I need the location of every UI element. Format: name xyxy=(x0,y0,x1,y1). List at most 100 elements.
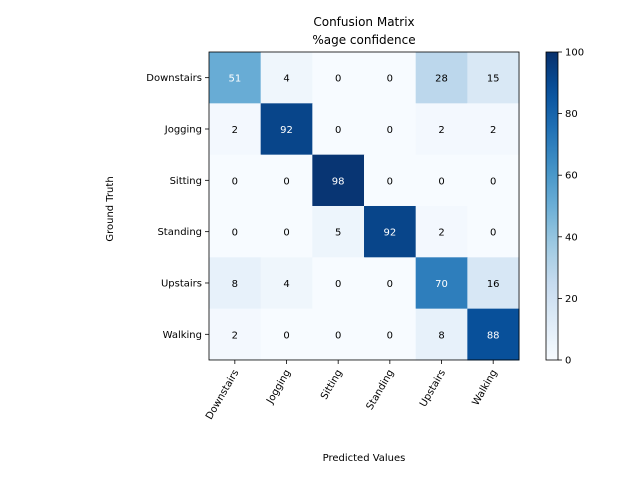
cell-value-label: 0 xyxy=(387,176,393,187)
heatmap-cell xyxy=(415,52,468,104)
cell-value-label: 0 xyxy=(490,228,496,239)
heatmap-cell xyxy=(415,205,468,258)
heatmap-cell xyxy=(312,154,365,207)
cell-value-label: 4 xyxy=(283,279,289,290)
heatmap-cell xyxy=(209,154,262,207)
heatmap-cell xyxy=(467,308,520,361)
cell-value-label: 0 xyxy=(387,330,393,341)
plot-frame xyxy=(208,51,520,361)
heatmap-cell xyxy=(364,154,417,207)
heatmap-cell xyxy=(209,257,262,310)
heatmap-cell xyxy=(209,52,262,104)
cell-value-label: 92 xyxy=(383,228,396,239)
cell-value-label: 70 xyxy=(435,279,448,290)
x-tick-label: Standing xyxy=(365,368,397,412)
heatmap-cell xyxy=(467,257,520,310)
cell-value-label: 0 xyxy=(335,330,341,341)
heatmap-cell xyxy=(364,103,417,156)
y-tick-label: Walking xyxy=(163,330,202,341)
x-tick-label: Jogging xyxy=(264,368,293,407)
heatmap-cell xyxy=(364,308,417,361)
heatmap-cell xyxy=(364,52,417,104)
heatmap-cell xyxy=(312,257,365,310)
cell-value-label: 0 xyxy=(438,176,444,187)
cell-value-label: 0 xyxy=(283,228,289,239)
y-tick-label: Standing xyxy=(157,227,202,238)
cell-value-label: 0 xyxy=(335,74,341,85)
heatmap-cell xyxy=(415,103,468,156)
heatmap-cell xyxy=(260,257,313,310)
cell-value-label: 88 xyxy=(487,330,500,341)
cell-value-label: 0 xyxy=(335,125,341,136)
cell-value-label: 0 xyxy=(387,279,393,290)
cell-value-label: 5 xyxy=(335,228,341,239)
y-tick-label: Sitting xyxy=(170,176,202,187)
cell-value-label: 92 xyxy=(280,125,293,136)
colorbar-ticks: 0 20 40 60 80 100 xyxy=(558,48,584,367)
y-tick-label: Upstairs xyxy=(161,278,202,289)
heatmap-cell xyxy=(209,205,262,258)
heatmap-cell xyxy=(260,52,313,104)
colorbar-tick-label: 100 xyxy=(565,48,584,59)
cell-value-label: 0 xyxy=(387,125,393,136)
cell-value-label: 0 xyxy=(283,176,289,187)
heatmap-cell xyxy=(364,257,417,310)
x-tick-label: Downstairs xyxy=(204,368,241,422)
colorbar xyxy=(545,51,559,361)
colorbar-tick-label: 40 xyxy=(565,232,578,243)
cell-value-label: 15 xyxy=(487,74,500,85)
cell-value-label: 0 xyxy=(387,74,393,85)
cell-value-label: 8 xyxy=(232,279,238,290)
x-tick-label: Sitting xyxy=(319,368,345,402)
cell-value-label: 2 xyxy=(438,125,444,136)
cell-value-label: 0 xyxy=(335,279,341,290)
heatmap-cell xyxy=(260,308,313,361)
heatmap-cell xyxy=(415,154,468,207)
heatmap-cell xyxy=(467,154,520,207)
heatmap-cell xyxy=(260,103,313,156)
x-axis-label: Predicted Values xyxy=(323,453,406,464)
heatmap-cell xyxy=(467,205,520,258)
heatmap-cell xyxy=(415,308,468,361)
cell-value-label: 2 xyxy=(232,125,238,136)
heatmap-cell xyxy=(312,205,365,258)
heatmap-cell xyxy=(364,205,417,258)
cell-value-label: 28 xyxy=(435,74,448,85)
cell-value-label: 4 xyxy=(283,74,289,85)
cell-value-label: 51 xyxy=(228,74,241,85)
cell-value-label: 2 xyxy=(232,330,238,341)
cell-value-label: 2 xyxy=(438,228,444,239)
cell-value-label: 0 xyxy=(283,330,289,341)
heatmap-cell xyxy=(312,52,365,104)
chart-subtitle: %age confidence xyxy=(312,33,415,47)
cell-value-label: 2 xyxy=(490,125,496,136)
y-tick-label: Downstairs xyxy=(146,73,202,84)
colorbar-tick-label: 60 xyxy=(565,171,578,182)
heatmap-cell xyxy=(415,257,468,310)
heatmap-cell xyxy=(467,52,520,104)
cell-value-label: 0 xyxy=(232,228,238,239)
chart-title: Confusion Matrix xyxy=(313,15,414,29)
cell-value-label: 0 xyxy=(490,176,496,187)
y-tick-label: Jogging xyxy=(164,124,202,135)
x-tick-label: Walking xyxy=(471,368,500,408)
y-axis-ticks: Downstairs Jogging Sitting Standing Upstairs… xyxy=(146,73,209,341)
heatmap-cell xyxy=(312,103,365,156)
heatmap-cell xyxy=(260,205,313,258)
cell-value-label: 0 xyxy=(232,176,238,187)
heatmap-cell xyxy=(260,154,313,207)
heatmap-cell xyxy=(312,308,365,361)
y-axis-label: Ground Truth xyxy=(105,176,116,241)
heatmap-cells: 51 4 0 0 28 15 2 92 0 0 2 2 0 0 98 0 0 0 0 0 5 92 2 0 8 4 0 0 70 16 2 0… xyxy=(209,52,520,361)
heatmap-cell xyxy=(467,103,520,156)
cell-value-label: 8 xyxy=(438,330,444,341)
colorbar-tick-label: 0 xyxy=(565,356,571,367)
heatmap-cell xyxy=(209,308,262,361)
cell-value-label: 16 xyxy=(487,279,500,290)
heatmap-cell xyxy=(209,103,262,156)
cell-value-label: 98 xyxy=(332,176,345,187)
x-tick-label: Upstairs xyxy=(418,368,448,409)
colorbar-tick-label: 80 xyxy=(565,109,578,120)
colorbar-tick-label: 20 xyxy=(565,294,578,305)
